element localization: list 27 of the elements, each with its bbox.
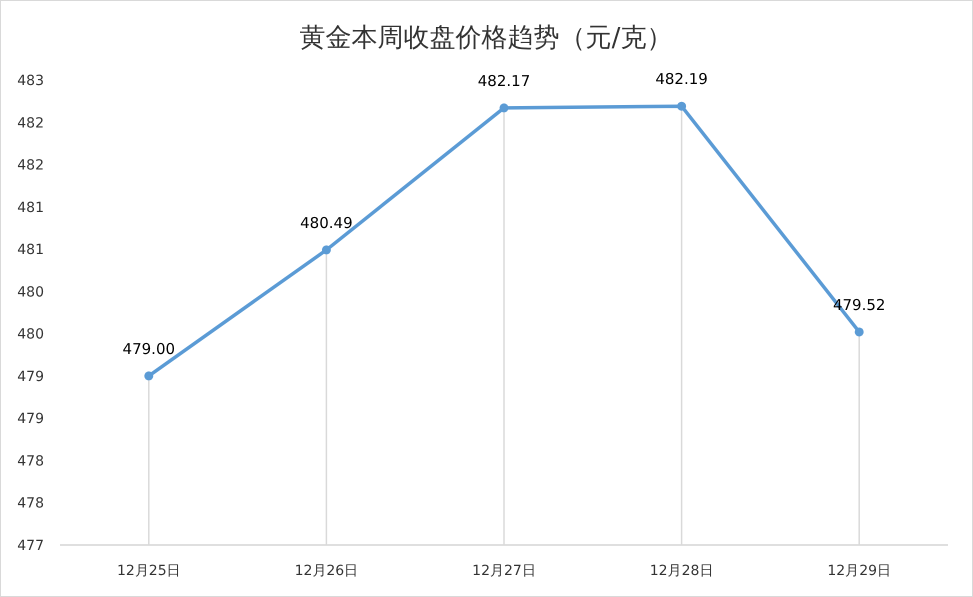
y-tick-label: 480 xyxy=(17,284,44,300)
y-tick-label: 481 xyxy=(17,242,44,258)
point xyxy=(677,102,686,111)
point xyxy=(854,327,864,336)
chart-title: 黄金本周收盘价格趋势（元/克） xyxy=(300,23,672,53)
y-tick-label: 477 xyxy=(17,538,44,554)
x-tick-label: 12月25日 xyxy=(116,563,181,579)
y-tick-label: 479 xyxy=(17,368,44,385)
x-tick-label: 12月27日 xyxy=(472,563,536,579)
text: 479.00 xyxy=(122,340,176,358)
y-tick-label: 481 xyxy=(17,200,44,216)
x-tick-label: 12月29日 xyxy=(827,563,892,579)
y-tick-label: 480 xyxy=(17,326,44,343)
y-tick-label: 483 xyxy=(17,73,44,89)
text: 480.49 xyxy=(300,214,353,232)
point xyxy=(144,371,154,380)
y-tick-label: 482 xyxy=(17,158,44,174)
y-tick-label: 479 xyxy=(17,411,44,428)
y-tick-label: 478 xyxy=(17,496,44,512)
point xyxy=(500,103,508,112)
text: 482.17 xyxy=(478,72,530,90)
x-tick-label: 12月26日 xyxy=(294,563,358,579)
x-tick-label: 12月28日 xyxy=(650,563,714,579)
y-tick-label: 482 xyxy=(17,115,44,132)
point xyxy=(322,245,331,254)
y-tick-label: 478 xyxy=(17,453,44,470)
text: 482.19 xyxy=(655,70,708,88)
